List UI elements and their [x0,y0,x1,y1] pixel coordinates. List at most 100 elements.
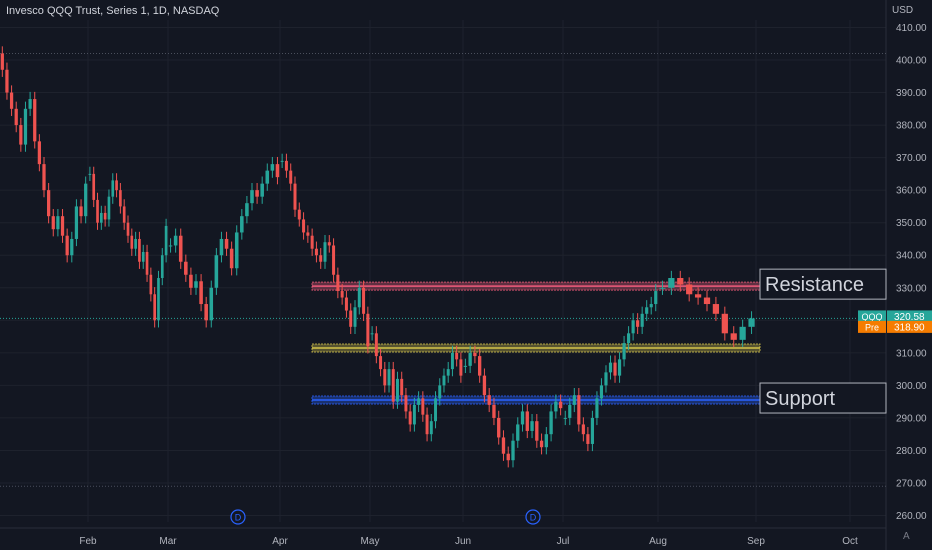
y-tick-label: 390.00 [896,88,927,99]
candle [677,278,684,285]
candle [412,404,416,425]
candle [184,261,188,275]
price-badge-name: Pre [865,322,879,332]
candle [280,160,284,162]
candle [349,310,353,327]
candle [134,238,137,249]
candle [314,248,318,256]
dividend-marker-label: D [235,513,242,523]
candle [627,333,631,344]
candle [459,359,463,376]
candle [74,206,79,239]
candle [425,414,429,435]
candle [189,274,193,288]
candle [19,125,23,145]
candle [492,404,496,418]
candle [56,216,60,230]
candle [694,294,702,298]
candle [654,291,658,305]
candle [668,278,675,288]
auto-scale-button[interactable]: A [903,531,910,542]
x-tick-label: Jun [455,536,471,547]
currency-label: USD [892,5,914,16]
candle [586,434,590,444]
candle [293,183,297,210]
candle [199,281,203,305]
candle [119,190,122,207]
x-tick-label: Feb [79,536,97,547]
candle [319,255,323,262]
candle [122,206,126,223]
candle [563,417,567,419]
price-badge-value [887,320,932,333]
candle [608,362,613,373]
y-tick-label: 310.00 [896,348,927,359]
candle [478,356,482,376]
candle [289,170,293,184]
candle [88,173,92,175]
candle [327,242,331,246]
candle [115,180,118,191]
candle [599,385,604,399]
candle [383,369,387,386]
x-tick-label: Sep [747,536,765,547]
y-tick-label: 410.00 [896,23,927,34]
candle [149,274,153,295]
candle [473,352,477,357]
candle [558,401,563,409]
candle [450,352,454,370]
candle [0,53,4,70]
price-badge-value-text: 318.90 [894,322,925,333]
y-tick-label: 290.00 [896,413,927,424]
price-badge-value-text: 320.58 [894,312,925,323]
candle [434,398,438,422]
price-badge-symbol [858,310,886,323]
candle [96,199,99,223]
candle [100,212,103,223]
candle [501,437,506,454]
candle [463,365,468,367]
candle [178,235,183,262]
zone-label-box [759,268,887,300]
candle [234,232,239,269]
candle [549,411,553,435]
candle [511,440,515,461]
candle [631,320,635,334]
x-tick-label: Jul [557,536,570,547]
candle [302,219,306,233]
x-tick-label: Mar [159,536,177,547]
zone-label-box [759,382,887,414]
candle [506,453,510,461]
candle [229,248,234,269]
candle [260,183,264,197]
candle [145,251,149,275]
candle [721,313,728,334]
x-tick-label: Apr [272,536,288,547]
candle [214,255,219,288]
candle [107,196,111,220]
candle [323,242,327,262]
candle [275,164,280,178]
candle [103,212,107,220]
dividend-marker[interactable] [230,509,246,525]
candle [530,421,534,431]
dividend-marker[interactable] [525,509,541,525]
candle [332,245,336,275]
candle [417,398,421,405]
y-tick-label: 380.00 [896,121,927,132]
candle [442,375,446,386]
candle [23,108,28,145]
candle [224,238,229,249]
candle [568,404,572,418]
candle [164,225,168,256]
candle [310,235,314,249]
candle [336,274,340,292]
candle [306,232,310,236]
candle [379,356,383,370]
candle [404,395,408,412]
candle [748,318,755,327]
y-tick-label: 280.00 [896,446,927,457]
candle [204,304,208,321]
candle [240,216,244,233]
